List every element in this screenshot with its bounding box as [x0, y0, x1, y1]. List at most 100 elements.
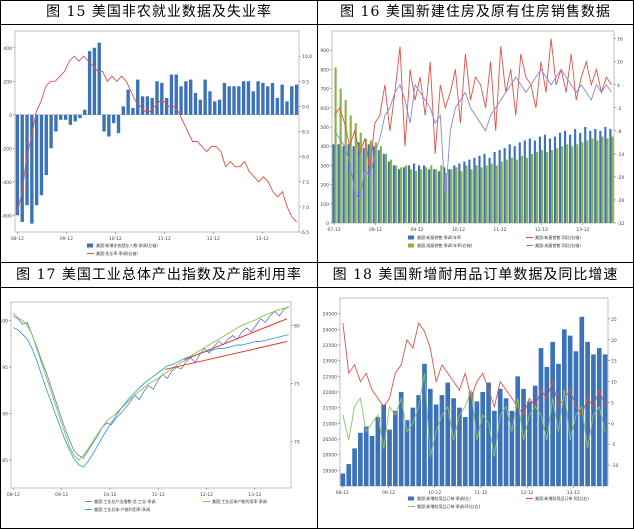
panel-15: 图 15 美国非农就业数据及失业率 400 200 0 -200 -400 -600 10.… [1, 1, 317, 262]
bar [389, 159, 393, 223]
y-tick-label-right: 4 [617, 83, 620, 89]
y-tick-label-left: 21000 [323, 421, 337, 427]
bar [448, 169, 451, 223]
y-tick-label-left: 100 [320, 202, 329, 208]
bar [488, 157, 491, 223]
bar [573, 351, 579, 486]
legend-label: 美国:新增耐用品订单:季调:环比(右) [417, 503, 481, 509]
bar [213, 101, 217, 115]
y-tick-label-right: 20 [611, 338, 617, 344]
x-tick-label: 08-12 [11, 236, 24, 242]
y-tick-label-right: 6.5 [302, 230, 309, 236]
bar [346, 464, 352, 486]
bar [160, 82, 164, 115]
bar [453, 165, 456, 223]
x-tick-label: 09-12 [410, 227, 423, 233]
chart-industrial-output: 100 95 90 85 80 75 70 08-12 09-12 10-12 11-12 12-12… [1, 301, 300, 512]
y-tick-label-left: 500 [320, 125, 329, 131]
bar [602, 354, 608, 486]
bar [174, 74, 178, 115]
bar [520, 155, 523, 223]
y-tick-label-right: 15 [611, 359, 617, 365]
bar [332, 144, 335, 223]
chart-durable-goods: 24500 24000 23500 23000 22500 22000 21500 21000… [323, 297, 618, 509]
bar [596, 348, 602, 486]
bar [571, 146, 574, 223]
x-tick-label: 11-12 [158, 236, 171, 242]
bar [15, 114, 20, 216]
bar [475, 165, 478, 223]
bar [54, 114, 58, 132]
y-tick-label-left: 24000 [323, 327, 337, 333]
plot-area [14, 30, 300, 233]
bar [384, 153, 388, 223]
y-tick-label-left: 200 [3, 79, 12, 85]
bar [543, 134, 547, 223]
bar [203, 79, 207, 115]
bar [387, 429, 392, 486]
bar [49, 114, 53, 149]
bar [576, 144, 579, 223]
x-tick-label: 10-12 [452, 227, 465, 233]
x-tick-label: 11-12 [474, 490, 487, 496]
bar [435, 169, 438, 223]
bar [553, 136, 557, 223]
bar [164, 98, 169, 115]
bar [604, 127, 607, 223]
bar [256, 81, 260, 115]
legend-label: 美国:成屋销售:同比(右轴) [535, 242, 581, 248]
series-line [334, 38, 612, 170]
legend-label: 美国:工业总体:产能利用率:季调 [94, 506, 150, 512]
bar [581, 142, 584, 223]
y-tick-label-right: 16 [617, 37, 623, 43]
bar [510, 157, 513, 223]
bar [59, 114, 63, 120]
chart-nonfarm-unemployment: 400 200 0 -200 -400 -600 10.0 9.5 9.0 8.5 8.0 7.5 7.… [2, 30, 312, 256]
bar [92, 47, 97, 115]
bar [412, 163, 416, 223]
bar [567, 335, 573, 486]
y-tick-label-right: 70 [294, 440, 300, 446]
bar [480, 392, 486, 486]
y-tick-label-left: 21500 [323, 406, 337, 412]
y-tick-label-right: 0 [611, 421, 614, 427]
bar [340, 473, 346, 486]
bar [407, 165, 411, 223]
bar [463, 161, 466, 223]
bar [478, 155, 481, 223]
legend-label: 美国:新增耐用品订单:同比(右) [535, 495, 589, 501]
bar [97, 42, 101, 115]
bar [528, 138, 531, 223]
y-tick-label-left: -200 [2, 146, 12, 152]
bar [427, 388, 433, 486]
y-tick-label-left: 23500 [323, 343, 337, 349]
bar [430, 165, 433, 223]
bar [369, 435, 375, 486]
bar [25, 114, 29, 206]
x-tick-label: 12-12 [207, 236, 220, 242]
y-tick-label-left: 700 [320, 87, 329, 93]
bar [574, 128, 577, 223]
bar [232, 86, 236, 115]
y-tick-label-left: 600 [320, 106, 329, 112]
y-tick-label-left: 200 [320, 183, 329, 189]
bar [398, 392, 404, 486]
bar [393, 410, 398, 486]
bar [544, 366, 550, 486]
bar [473, 157, 476, 223]
legend-label: 美国:工业总产出指数:总:工业:季调 [94, 498, 155, 504]
x-tick-label: 08-12 [7, 492, 20, 498]
chart-title: 图 16 美国新建住房及原有住房销售数据 [340, 4, 611, 20]
bar [121, 106, 125, 115]
y-tick-label-right: 80 [294, 323, 300, 329]
bar [525, 157, 529, 223]
bar [497, 388, 503, 486]
bar [601, 136, 604, 223]
border-left [0, 0, 1, 529]
y-tick-label-left: 22000 [323, 390, 337, 396]
y-tick-label-left: 400 [3, 46, 12, 52]
legend-label: 美国:新屋销售:同比(右轴) [535, 234, 581, 240]
y-tick-label-left: -600 [2, 213, 12, 219]
bar [518, 142, 521, 223]
bar [500, 161, 503, 223]
